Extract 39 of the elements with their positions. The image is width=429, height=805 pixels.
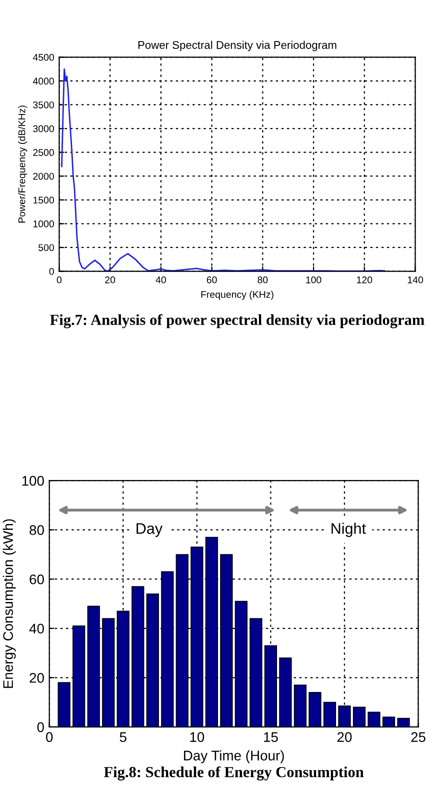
chart-title: Power Spectral Density via Periodogram [138, 40, 336, 52]
y-tick-label: 1000 [33, 220, 54, 228]
x-tick-label: 25 [411, 732, 426, 742]
y-tick-label: 4500 [32, 54, 54, 61]
x-tick-label: 100 [306, 276, 322, 284]
y-tick-label: 40 [29, 624, 44, 634]
y-axis-title: Power/Frequency (dB/KHz) [18, 106, 28, 223]
x-tick-label: 20 [105, 276, 116, 284]
x-tick-label: 60 [206, 276, 217, 284]
y-tick-label: 4000 [32, 78, 54, 85]
y-tick-label: 500 [38, 244, 54, 252]
x-tick-label: 5 [120, 732, 126, 742]
x-tick-label: 40 [156, 276, 166, 284]
x-axis-title: Day Time (Hour) [184, 750, 284, 764]
caption: Fig.8: Schedule of Energy Consumption [104, 766, 364, 780]
y-tick-label: 80 [30, 525, 44, 536]
y-tick-label: 3000 [33, 125, 54, 132]
y-tick-label: 2000 [33, 172, 54, 180]
line-series [61, 68, 386, 272]
x-tick-label: 15 [264, 732, 278, 742]
y-tick-label: 1500 [33, 196, 54, 204]
y-tick-label: 2500 [33, 149, 54, 156]
y-tick-label: 0 [49, 268, 54, 275]
y-tick-label: 3500 [33, 101, 54, 108]
y-tick-label: 0 [37, 722, 44, 732]
y-axis-title: Energy Consumption (kWh) [2, 519, 16, 688]
y-tick-label: 100 [22, 476, 44, 486]
annotation: Day [136, 523, 163, 537]
x-tick-label: 20 [337, 732, 352, 742]
x-tick-label: 120 [357, 276, 372, 284]
x-tick-label: 140 [408, 276, 424, 284]
y-tick-label: 60 [30, 574, 44, 584]
y-tick-label: 20 [30, 672, 44, 683]
caption: Fig.7: Analysis of power spectral density via periodogram [50, 314, 424, 328]
x-tick-label: 80 [258, 276, 268, 284]
x-axis-title: Frequency (KHz) [201, 290, 274, 300]
annotation: Night [332, 522, 366, 537]
x-tick-label: 0 [56, 276, 62, 284]
x-tick-label: 10 [190, 732, 204, 742]
